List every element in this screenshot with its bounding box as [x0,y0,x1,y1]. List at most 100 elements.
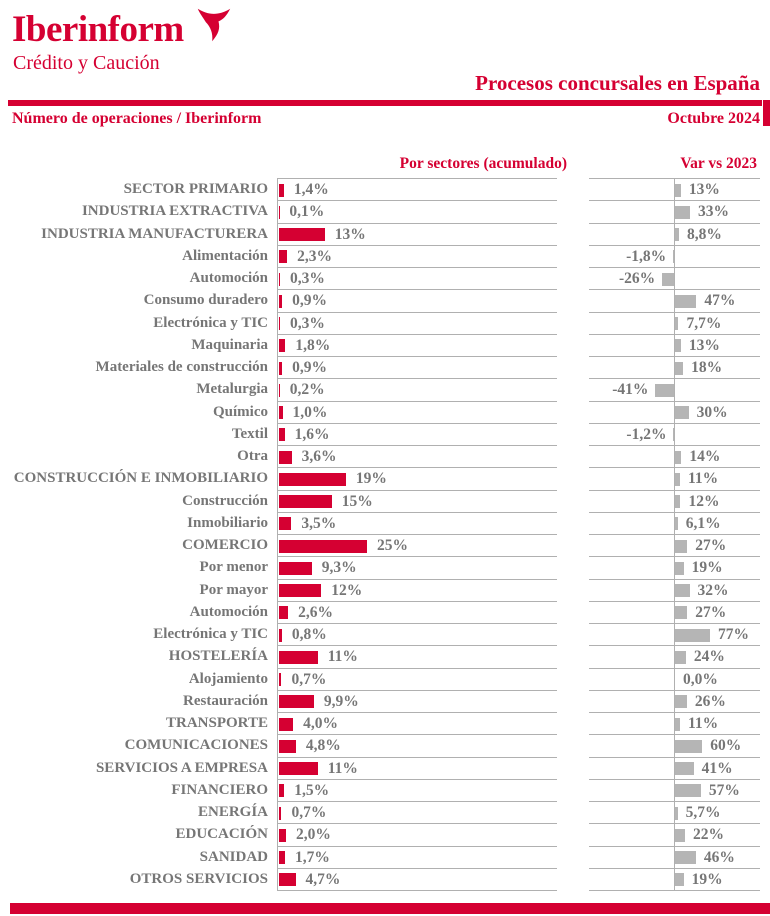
row-label: Automoción [189,603,268,620]
sector-value-label: 4,0% [303,715,338,732]
row-label: INDUSTRIA MANUFACTURERA [41,225,268,242]
row-label: Por menor [199,559,268,576]
var-cell: 18% [589,356,760,378]
var-cell: 24% [589,645,760,667]
sector-bar [279,873,296,887]
var-bar [673,428,674,442]
row-label: SANIDAD [199,848,268,865]
row-label: INDUSTRIA EXTRACTIVA [81,203,268,220]
row-label: FINANCIERO [171,781,268,798]
sector-bar [279,361,283,375]
sector-value-label: 0,3% [290,314,325,332]
sector-cell: 13% [278,222,557,245]
sector-value-label: 0,3% [290,270,325,287]
sector-cell: 0,3% [278,311,557,334]
var-cell: 19% [589,556,760,578]
sector-value-label: 0,9% [292,359,328,376]
var-cell: 60% [589,734,760,756]
row-label: Construcción [182,492,268,509]
var-cell: 8,8% [589,222,760,245]
report-date: Octubre 2024 [667,110,760,127]
var-cell: 32% [589,578,760,601]
var-cell: 27% [589,534,760,556]
var-cell: 33% [589,200,760,222]
sector-cell: 0,1% [278,200,557,222]
var-value-label: 19% [691,559,723,577]
sector-value-label: 11% [327,648,358,666]
logo-tagline: Crédito y Caución [13,52,160,74]
sector-value-label: 0,7% [291,804,327,821]
sector-bar [279,673,282,687]
var-value-label: 26% [694,692,726,710]
sector-cell: 0,3% [278,267,557,289]
sector-value-label: 13% [334,225,366,243]
var-cell: 47% [589,289,760,311]
report-title: Procesos concursales en España [475,71,760,95]
sector-bar [279,294,283,308]
sector-cell: 3,5% [278,511,557,534]
var-chart-column: 13% 33% 8,8% -1,8% -26% 47% 7,7% 13% 18% -41% 30% -… [589,178,760,891]
var-value-label: 22% [692,826,724,844]
row-label: Textil [231,425,268,442]
logo-flag-icon [197,8,231,42]
var-value-label: 13% [688,336,720,354]
sector-cell: 0,7% [278,801,557,823]
var-bar [675,561,684,575]
sector-bar [279,561,312,575]
sector-value-label: 3,6% [301,448,337,465]
sector-value-label: 0,8% [291,626,327,643]
sector-cell: 4,7% [278,867,557,890]
var-bar [673,250,674,264]
sector-cell: 3,6% [278,445,557,467]
row-label: Alojamiento [188,670,268,687]
var-cell: 46% [589,845,760,868]
sector-cell: 2,0% [278,823,557,845]
var-value-label: -41% [612,381,649,399]
var-cell: 77% [589,623,760,645]
row-label: EDUCACIÓN [175,826,268,843]
row-label: Electrónica y TIC [153,314,268,331]
column-header-sectores: Por sectores (acumulado) [399,155,567,172]
var-value-label: 6,1% [685,514,721,532]
sector-cell: 11% [278,645,557,667]
sector-bar [279,851,285,865]
sector-bar [279,806,282,820]
sector-cell: 2,6% [278,600,557,623]
var-value-label: 11% [687,715,719,732]
sector-cell: 1,8% [278,333,557,356]
var-cell: 7,7% [589,311,760,334]
sector-bar [279,695,314,709]
var-bar [675,495,681,509]
var-cell: 22% [589,823,760,845]
var-bar [675,873,684,887]
var-cell: 13% [589,333,760,356]
var-value-label: 60% [710,737,742,755]
sector-bar [279,495,332,509]
var-cell: 27% [589,600,760,623]
sector-cell: 0,7% [278,667,557,690]
sector-cell: 0,2% [278,378,557,400]
sector-bar [279,539,367,553]
row-label: Automoción [189,270,268,286]
sector-value-label: 4,7% [305,870,341,888]
sector-value-label: 1,5% [294,781,330,799]
sector-value-label: 25% [377,537,408,554]
var-bar [675,806,678,820]
sector-value-label: 2,0% [296,826,331,844]
sector-value-label: 19% [355,470,387,488]
sector-value-label: 1,6% [294,425,330,443]
row-label: Maquinaria [191,336,268,353]
sector-bar [279,183,284,197]
var-value-label: 18% [691,359,723,376]
chart-source-label: Número de operaciones / Iberinform [12,110,262,127]
var-value-label: 7,7% [686,314,722,332]
row-label: SERVICIOS A EMPRESA [95,759,268,776]
category-labels-column: SECTOR PRIMARIO INDUSTRIA EXTRACTIVA INDUS… [0,178,268,890]
sector-cell: 0,8% [278,623,557,645]
var-value-label: 77% [717,626,749,643]
sector-value-label: 0,9% [292,292,328,310]
row-label: Electrónica y TIC [153,626,268,642]
var-bar [675,183,681,197]
sector-cell: 4,0% [278,712,557,734]
var-value-label: 46% [703,848,735,866]
